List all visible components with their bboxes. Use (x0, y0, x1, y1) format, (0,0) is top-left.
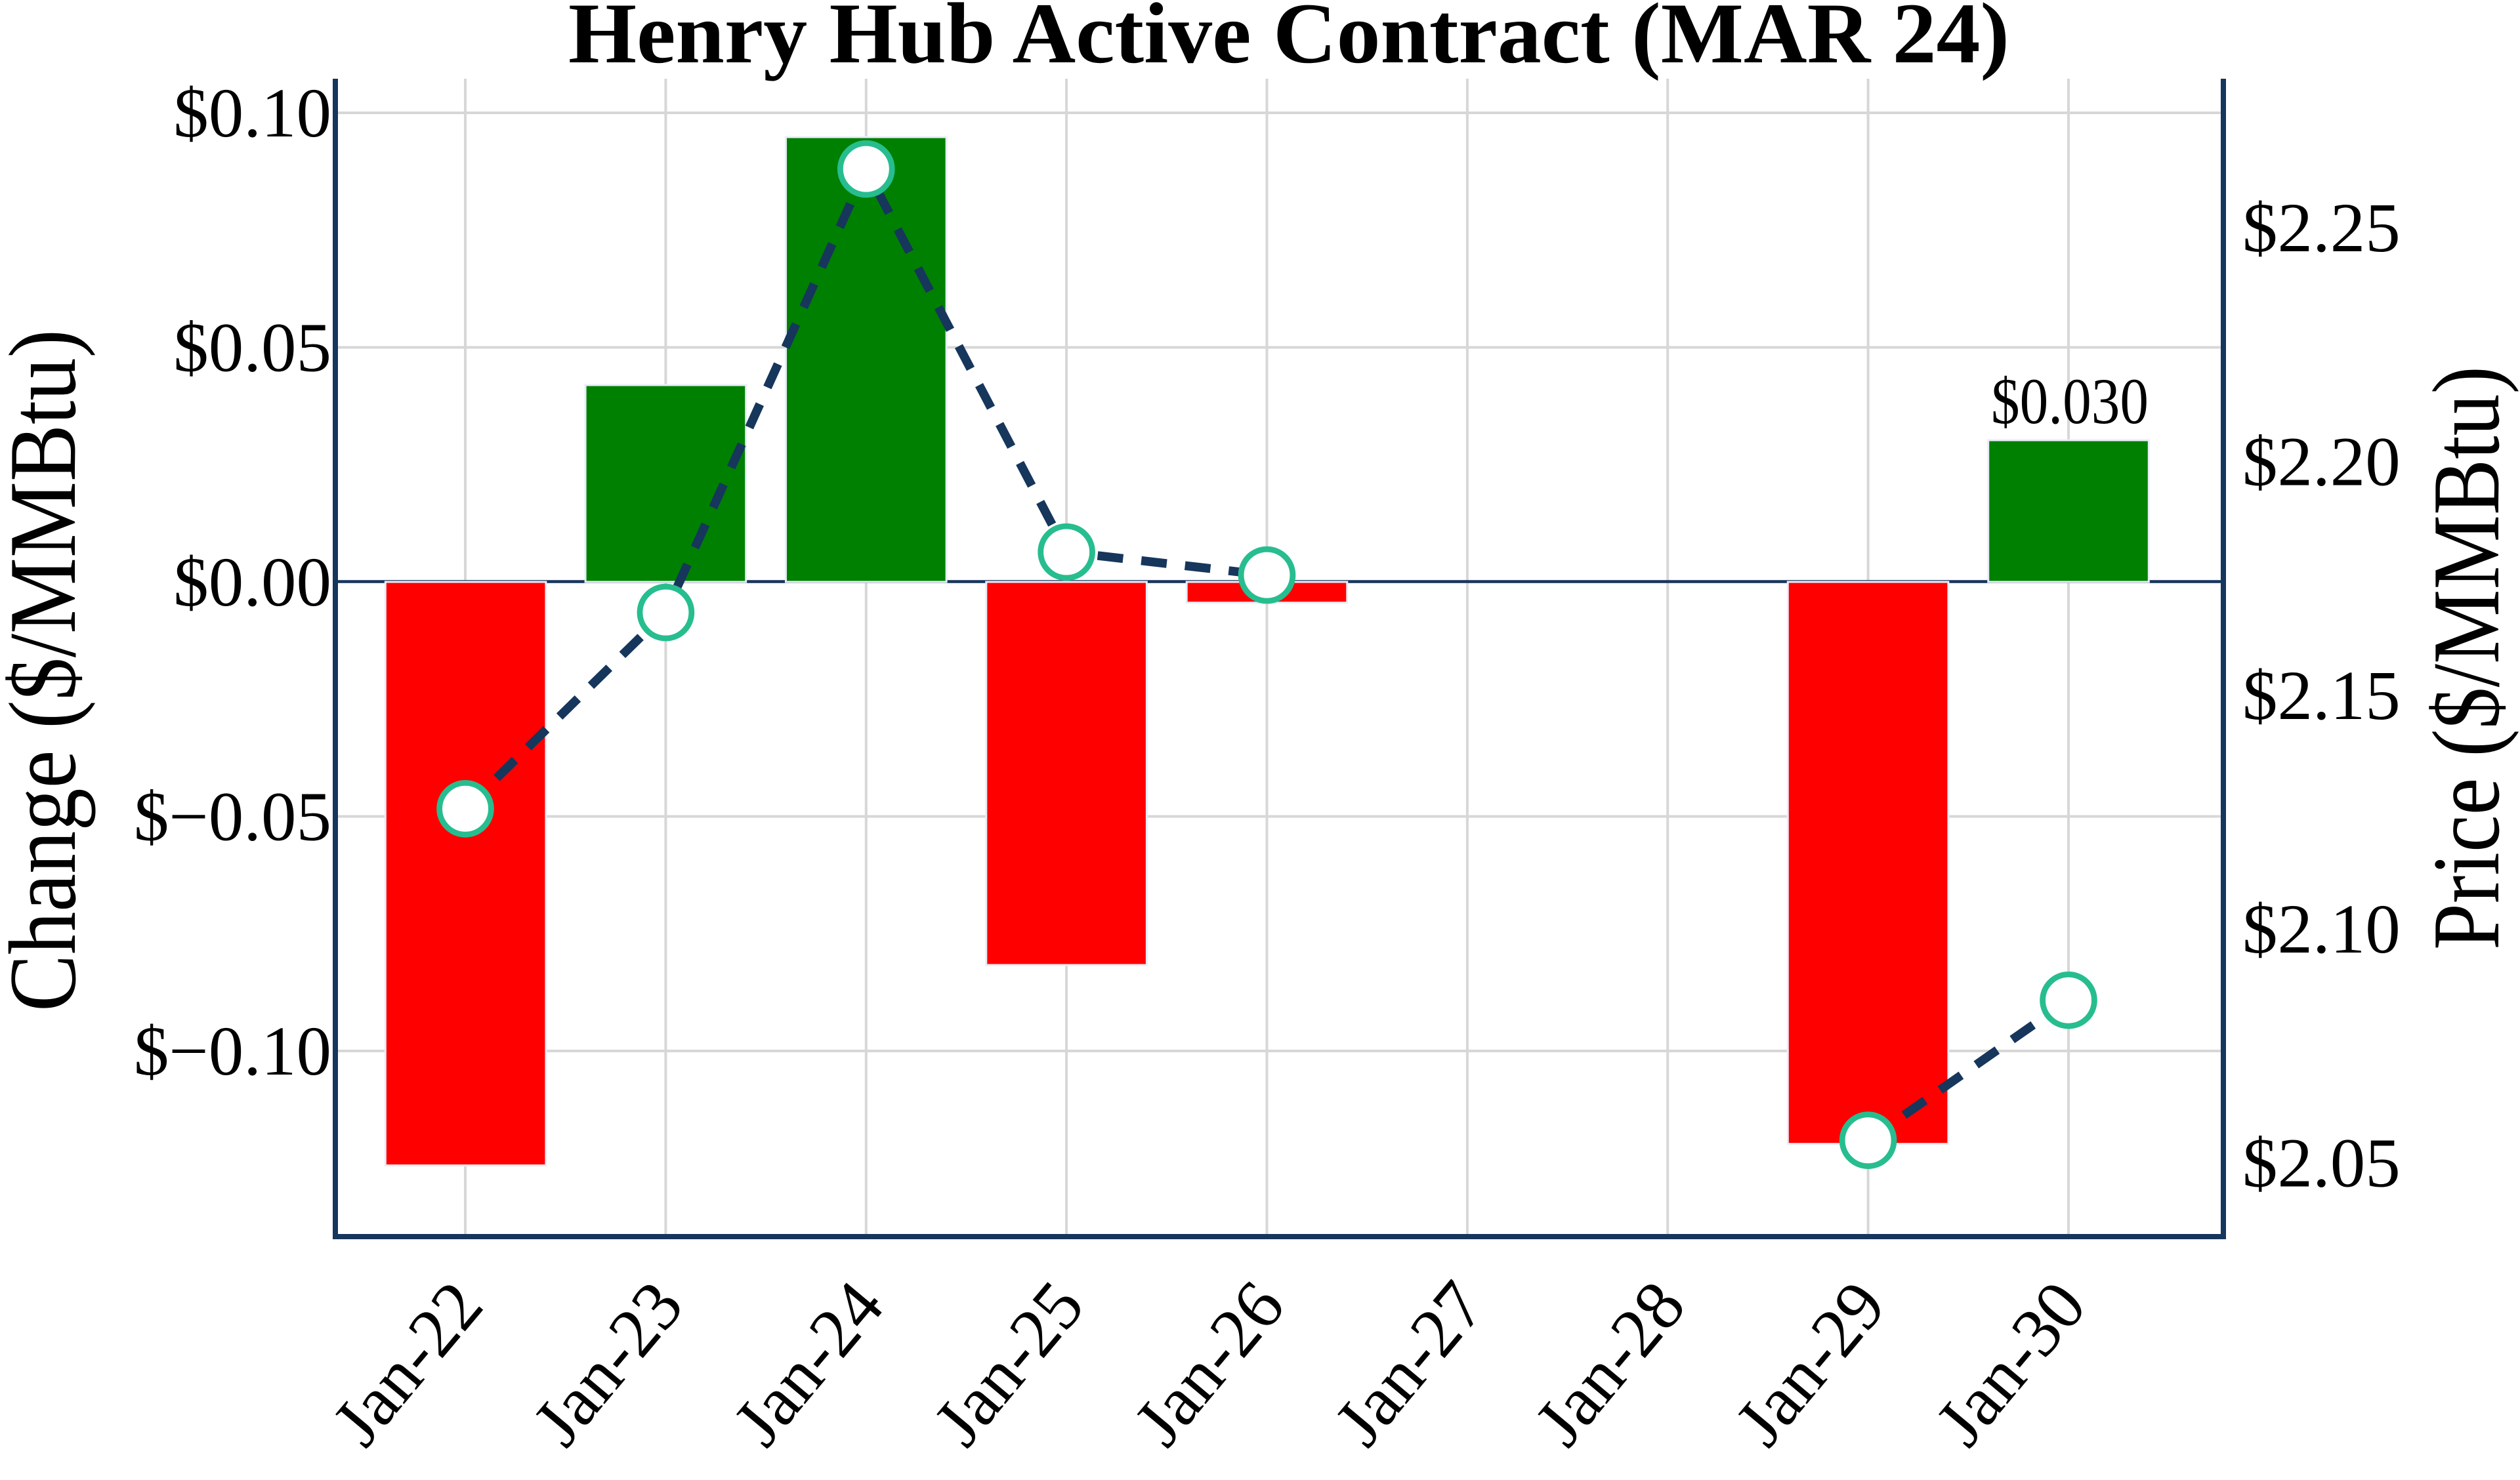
svg-text:Price ($/MMBtu): Price ($/MMBtu) (2413, 366, 2519, 950)
svg-text:$2.05: $2.05 (2242, 1125, 2401, 1202)
svg-text:$0.030: $0.030 (1991, 365, 2149, 438)
svg-text:$0.00: $0.00 (173, 544, 331, 621)
svg-text:Change ($/MMBtu): Change ($/MMBtu) (0, 329, 96, 1012)
svg-text:$−0.10: $−0.10 (134, 1013, 331, 1090)
svg-text:$2.25: $2.25 (2242, 190, 2401, 267)
svg-text:$0.05: $0.05 (173, 310, 331, 387)
svg-text:$−0.05: $−0.05 (134, 779, 331, 856)
svg-text:$0.10: $0.10 (173, 75, 331, 152)
svg-text:$2.10: $2.10 (2242, 891, 2401, 968)
svg-text:$2.20: $2.20 (2242, 423, 2401, 501)
svg-text:$2.15: $2.15 (2242, 657, 2401, 735)
svg-text:Henry Hub Active Contract (MAR: Henry Hub Active Contract (MAR 24) (568, 0, 2009, 81)
